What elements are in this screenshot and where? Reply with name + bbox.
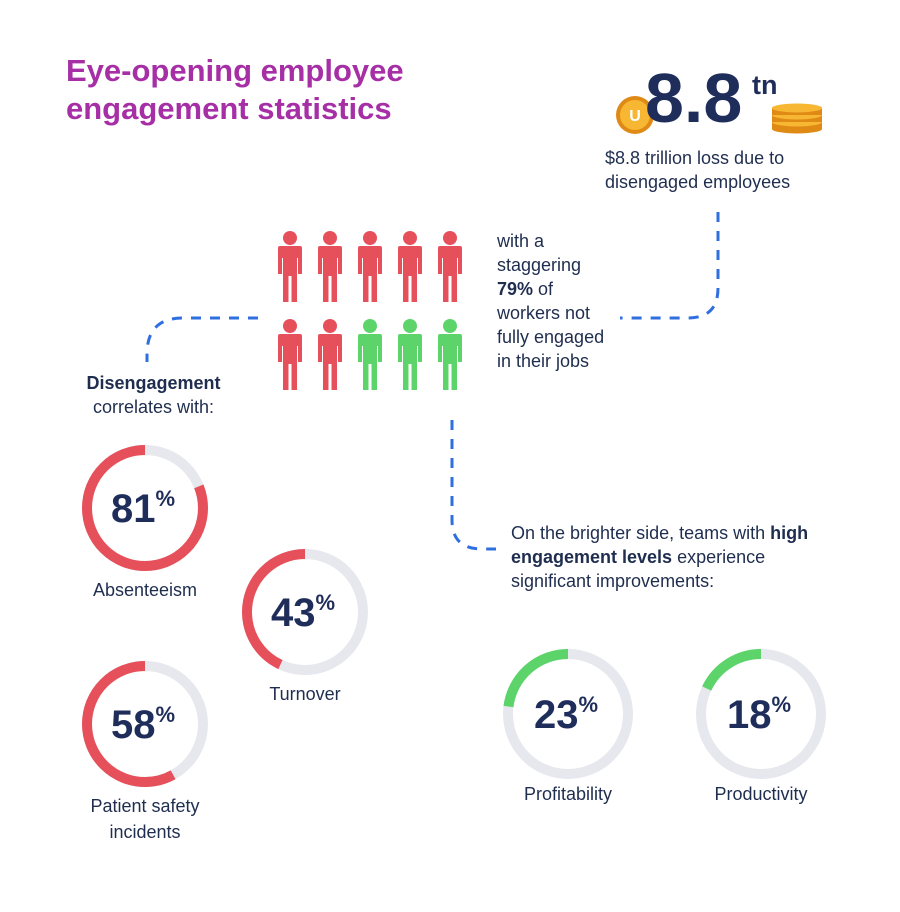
engagement-heading: On the brighter side, teams with high en…	[511, 521, 811, 593]
ring-value-unit: %	[578, 692, 598, 717]
ring-value: 81%	[111, 486, 175, 531]
ring-value-number: 18	[727, 693, 772, 737]
disengagement-heading-bold: Disengagement	[86, 373, 221, 393]
ring-arc	[696, 649, 826, 779]
person-icon	[398, 319, 422, 390]
connector-bottom	[450, 420, 496, 551]
people-caption: with a staggering 79% of workers not ful…	[497, 229, 617, 373]
ring-arc	[82, 445, 208, 571]
ring-arc	[242, 549, 368, 675]
headline-unit: tn	[752, 70, 778, 100]
person-icon	[358, 319, 382, 390]
engagement-highlight: high engagement levels	[511, 523, 809, 567]
person-icon	[278, 319, 302, 390]
ring-value-number: 23	[534, 693, 579, 737]
people-text-after: of workers not fully engaged in their jo…	[497, 279, 605, 371]
ring-arc	[503, 649, 633, 779]
ring-value: 23%	[534, 692, 598, 737]
coin-stack-icon	[772, 103, 822, 134]
ring-value-number: 81	[111, 487, 156, 531]
ring-chart-turnover: 43%	[242, 549, 368, 675]
person-icon	[398, 231, 422, 302]
ring-value-unit: %	[155, 486, 175, 511]
ring-chart-absenteeism: 81%	[82, 445, 208, 571]
ring-label: Productivity	[714, 784, 808, 804]
person-icon	[318, 319, 342, 390]
people-pictogram	[278, 231, 462, 390]
ring-value-number: 43	[271, 591, 316, 635]
engagement-text-before: On the brighter side, teams with	[511, 523, 766, 543]
ring-value-number: 58	[111, 703, 156, 747]
ring-value: 58%	[111, 702, 175, 747]
headline-description: $8.8 trillion loss due to disengaged emp…	[605, 148, 791, 192]
ring-label: Profitability	[523, 784, 613, 804]
people-highlight: 79%	[497, 279, 534, 299]
ring-label: Absenteeism	[92, 580, 198, 600]
ring-label: Patient safety incidents	[90, 796, 200, 842]
coin-symbol: U	[629, 108, 641, 125]
coin-icon: U	[616, 96, 654, 134]
ring-arc	[82, 661, 208, 787]
ring-value-unit: %	[771, 692, 791, 717]
connector-top-right	[620, 212, 720, 320]
ring-value-unit: %	[155, 702, 175, 727]
ring-value-unit: %	[315, 590, 335, 615]
ring-chart-patient-safety-incidents: 58%	[82, 661, 208, 787]
ring-value: 18%	[727, 692, 791, 737]
ring-chart-profitability: 23%	[503, 649, 633, 779]
disengagement-heading: Disengagement correlates with:	[66, 371, 241, 419]
disengagement-heading-rest: correlates with:	[92, 397, 215, 417]
person-icon	[318, 231, 342, 302]
engagement-text-after: experience significant improvements:	[511, 547, 766, 591]
person-icon	[358, 231, 382, 302]
page-title: Eye-opening employee engagement statisti…	[66, 53, 404, 126]
person-icon	[278, 231, 302, 302]
people-text-before: with a staggering	[497, 231, 582, 275]
headline-value: 8.8	[645, 59, 743, 137]
ring-value: 43%	[271, 590, 335, 635]
connector-left	[145, 316, 258, 362]
person-icon	[438, 319, 462, 390]
person-icon	[438, 231, 462, 302]
ring-label: Turnover	[269, 684, 341, 704]
ring-chart-productivity: 18%	[696, 649, 826, 779]
